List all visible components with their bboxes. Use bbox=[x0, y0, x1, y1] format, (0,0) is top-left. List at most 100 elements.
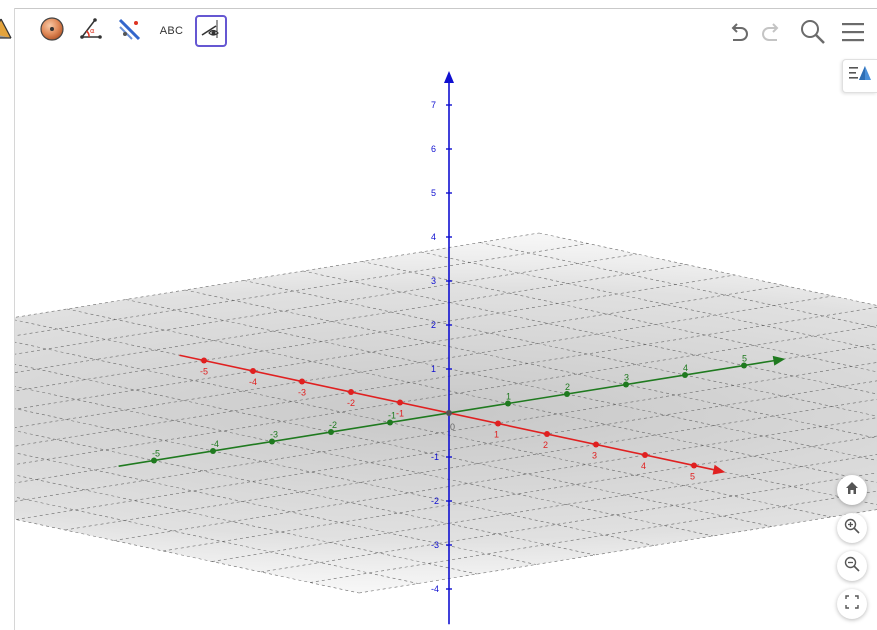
show-hide-object-icon bbox=[199, 17, 223, 46]
sphere-tool-button[interactable] bbox=[36, 15, 68, 47]
y-axis-point bbox=[682, 372, 688, 378]
y-axis-tick-label: -2 bbox=[329, 420, 337, 430]
x-axis-tick-label: 2 bbox=[543, 440, 548, 450]
sphere-icon bbox=[39, 16, 65, 47]
redo-button[interactable] bbox=[756, 18, 788, 50]
show-hide-tool-button[interactable] bbox=[195, 15, 227, 47]
y-axis-arrow bbox=[772, 355, 786, 366]
style-bar-toggle[interactable] bbox=[842, 59, 877, 93]
x-axis-point bbox=[544, 431, 550, 437]
y-axis-point bbox=[564, 391, 570, 397]
text-tool-button[interactable]: ABC bbox=[155, 15, 188, 47]
y-axis-point bbox=[328, 429, 334, 435]
x-axis-tick-label: 4 bbox=[641, 461, 646, 471]
zoom-out-button[interactable] bbox=[837, 551, 867, 581]
y-axis-point bbox=[741, 362, 747, 369]
reflect-tool-button[interactable] bbox=[114, 15, 146, 47]
y-axis-point bbox=[387, 419, 393, 426]
x-axis-tick-label: -3 bbox=[298, 388, 306, 398]
x-axis-point bbox=[691, 462, 697, 469]
plane-grid-line bbox=[0, 253, 638, 357]
y-axis-tick-label: -3 bbox=[270, 430, 278, 440]
graphics-style-bar-icon bbox=[848, 64, 872, 89]
x-axis-tick-label: -2 bbox=[347, 398, 355, 408]
graphics-3d-view[interactable]: -5 -4 -3 -2 -1 1 2 3 4 5 -5 -4 -3 -2 -1 1 2 3 4 5 -4 -3 -2 -1 1 2… bbox=[0, 53, 877, 630]
plane-grid-line bbox=[0, 285, 785, 413]
graphics-3d-canvas[interactable]: -5 -4 -3 -2 -1 1 2 3 4 5 -5 -4 -3 -2 -1 1 2 3 4 5 -4 -3 -2 -1 1 2… bbox=[0, 53, 877, 630]
pyramid-tool-button[interactable] bbox=[0, 15, 16, 47]
z-axis-tick-label: 3 bbox=[431, 276, 436, 286]
y-axis-tick-label: -5 bbox=[152, 449, 160, 459]
plane-grid-line bbox=[361, 261, 877, 373]
y-axis-point bbox=[269, 438, 275, 445]
plane-grid-line bbox=[538, 232, 877, 306]
z-axis-tick-label: -3 bbox=[431, 540, 439, 550]
menu-icon bbox=[840, 19, 866, 50]
z-axis-tick-label: 6 bbox=[431, 144, 436, 154]
menu-button[interactable] bbox=[837, 18, 869, 50]
x-axis-point bbox=[299, 378, 305, 385]
x-axis-tick-label: -4 bbox=[249, 377, 257, 387]
x-axis-tick-label: -5 bbox=[200, 367, 208, 377]
x-axis-point bbox=[250, 368, 256, 374]
y-axis-tick-label: 5 bbox=[742, 354, 747, 364]
x-axis-point bbox=[201, 357, 207, 364]
plane-grid-line bbox=[0, 471, 478, 575]
redo-icon bbox=[759, 19, 785, 50]
z-axis-arrow bbox=[444, 71, 454, 83]
pyramid-icon bbox=[0, 16, 13, 47]
origin-label: 0 bbox=[450, 422, 455, 432]
plane-grid-line bbox=[420, 251, 877, 351]
z-axis-tick-label: 1 bbox=[431, 364, 436, 374]
text-tool-icon: ABC bbox=[159, 25, 184, 37]
plane-grid-line bbox=[0, 325, 877, 468]
y-axis-point bbox=[623, 381, 629, 388]
search-button[interactable] bbox=[797, 18, 829, 50]
x-axis-arrow bbox=[712, 464, 726, 475]
plane-grid-line bbox=[479, 242, 877, 328]
angle-tool-button[interactable]: α bbox=[75, 15, 107, 47]
xy-plane bbox=[0, 233, 877, 593]
z-axis-tick-label: -4 bbox=[431, 584, 439, 594]
toolbar-divider bbox=[15, 8, 877, 9]
svg-text:α: α bbox=[90, 27, 95, 35]
x-axis-point bbox=[495, 420, 501, 427]
angle-icon: α bbox=[78, 16, 104, 47]
y-axis-tick-label: -1 bbox=[388, 411, 396, 421]
undo-icon bbox=[725, 19, 751, 50]
reflect-line-icon bbox=[117, 16, 143, 47]
zoom-in-button[interactable] bbox=[837, 513, 867, 543]
x-axis-point bbox=[348, 389, 354, 395]
z-axis-tick-label: 2 bbox=[431, 320, 436, 330]
x-axis-point bbox=[593, 441, 599, 448]
y-axis-tick-label: -4 bbox=[211, 439, 219, 449]
z-axis-tick-label: 4 bbox=[431, 232, 436, 242]
plane-grid-line bbox=[0, 362, 877, 504]
x-axis-point bbox=[397, 399, 403, 406]
plane-grid-line bbox=[0, 493, 419, 584]
z-axis-tick-label: 7 bbox=[431, 100, 436, 110]
undo-button[interactable] bbox=[722, 18, 754, 50]
z-axis-tick-label: -2 bbox=[431, 496, 439, 506]
y-axis-tick-label: 1 bbox=[506, 392, 511, 402]
y-axis-tick-label: 4 bbox=[683, 363, 688, 373]
zoom-in-icon bbox=[844, 518, 860, 539]
origin-point bbox=[446, 410, 452, 416]
fullscreen-button[interactable] bbox=[837, 589, 867, 619]
fullscreen-icon bbox=[845, 594, 859, 614]
zoom-out-icon bbox=[844, 556, 860, 577]
home-button[interactable] bbox=[837, 475, 867, 505]
y-axis-point bbox=[210, 448, 216, 454]
y-axis-tick-label: 2 bbox=[565, 382, 570, 392]
x-axis-tick-label: 1 bbox=[494, 430, 499, 440]
search-icon bbox=[799, 18, 827, 51]
x-axis-point bbox=[642, 452, 648, 458]
y-axis-point bbox=[151, 457, 157, 464]
plane-grid-line bbox=[0, 449, 537, 565]
x-axis-tick-label: -1 bbox=[396, 409, 404, 419]
x-axis-tick-label: 3 bbox=[592, 451, 597, 461]
z-axis-tick-label: -1 bbox=[431, 452, 439, 462]
z-axis-tick-label: 5 bbox=[431, 188, 436, 198]
y-axis-tick-label: 3 bbox=[624, 373, 629, 383]
